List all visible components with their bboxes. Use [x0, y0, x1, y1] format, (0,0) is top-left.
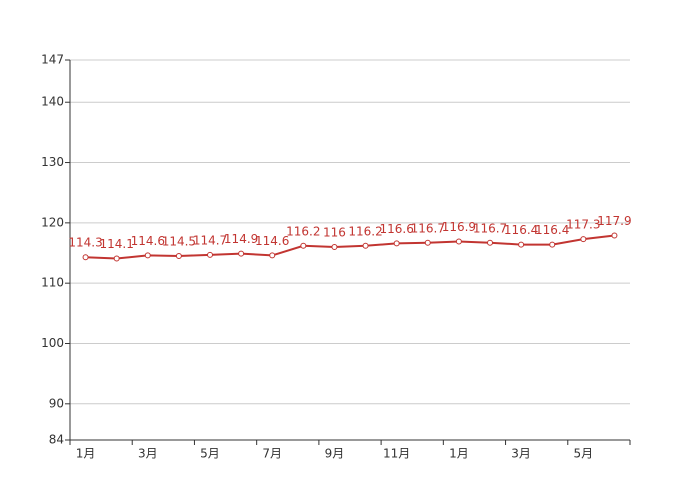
line	[85, 234, 615, 260]
data-label: 116.2	[286, 224, 320, 238]
x-tick-label: 3月	[138, 447, 158, 461]
x-tick-label: 1月	[76, 447, 96, 461]
data-label: 116.7	[473, 221, 507, 235]
point	[175, 253, 182, 260]
data-label: 117.3	[566, 218, 600, 232]
data-label: 114.1	[99, 237, 133, 251]
point	[549, 241, 556, 248]
point	[207, 251, 213, 258]
point	[487, 239, 493, 246]
point	[238, 250, 245, 257]
y-tick-label: 90	[49, 396, 64, 410]
data-label: 116.4	[504, 223, 538, 237]
point	[580, 236, 587, 243]
x-tick-label: 11月	[383, 447, 410, 461]
y-tick-label: 84	[49, 433, 64, 447]
data-label: 116.2	[348, 224, 382, 238]
data-label: 114.6	[131, 234, 165, 248]
y-tick-label: 100	[41, 336, 64, 350]
y-tick-label: 147	[41, 53, 64, 67]
data-label: 116.6	[379, 222, 413, 236]
point	[331, 243, 338, 250]
data-label: 116.7	[411, 221, 445, 235]
data-label: 114.9	[224, 232, 258, 246]
data-label: 114.6	[255, 234, 289, 248]
data-label: 116.9	[442, 220, 476, 234]
point	[362, 242, 369, 249]
x-tick-label: 9月	[325, 447, 345, 461]
point	[300, 242, 307, 249]
y-tick-label: 130	[41, 155, 64, 169]
y-tick-label: 110	[41, 276, 64, 290]
point	[82, 254, 89, 261]
point	[393, 240, 400, 247]
data-label: 114.3	[68, 236, 102, 250]
data-label: 114.7	[193, 233, 227, 247]
point	[269, 252, 276, 259]
x-tick-label: 7月	[262, 447, 282, 461]
point	[455, 238, 462, 245]
x-tick-label: 1月	[449, 447, 469, 461]
y-tick-label: 140	[41, 95, 64, 109]
data-label: 116	[323, 225, 346, 239]
data-label: 114.5	[162, 235, 196, 249]
point	[144, 252, 151, 259]
data-label: 117.9	[597, 214, 631, 228]
point	[424, 239, 431, 246]
y-tick-label: 120	[41, 215, 64, 229]
x-tick-label: 5月	[574, 447, 594, 461]
data-label: 116.4	[535, 223, 569, 237]
x-tick-label: 5月	[200, 447, 220, 461]
point	[113, 255, 120, 262]
point	[518, 241, 525, 248]
point	[611, 232, 618, 239]
x-tick-label: 3月	[511, 447, 531, 461]
